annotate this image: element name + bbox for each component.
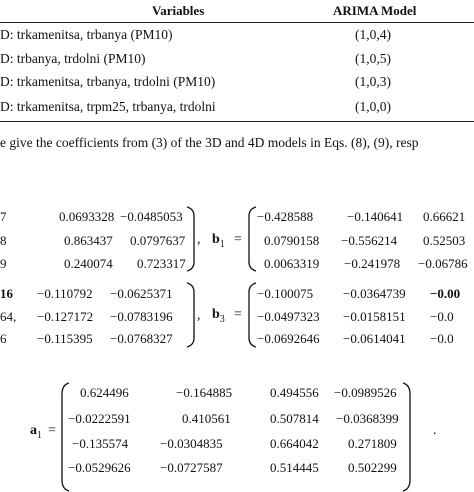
matrix-cell: −0.0 [430,331,454,346]
matrix-cell: −0.100075 [257,286,314,301]
equals-sign: = [234,232,242,247]
matrix-cell: 0.507814 [270,411,319,426]
matrix-cell: −0.0497323 [257,309,320,324]
table-row: D: trkamenitsa, trbanya, trdolni (PM10) … [0,74,474,98]
matrix-cell: −0.164885 [176,385,233,400]
body-paragraph: e give the coefficients from (3) of the … [0,135,419,150]
matrix-cell: 0.863437 [64,233,113,248]
equals-sign: = [48,423,56,438]
trailing-period: . [433,423,437,438]
table-cell-arima: (1,0,5) [355,51,391,66]
matrix-cell: −0.241978 [344,256,401,271]
right-bracket [186,206,195,272]
table-rule-bottom [0,121,474,122]
matrix-cell: −0.135574 [72,436,129,451]
matrix-cell: −0.0692646 [257,331,320,346]
matrix-cell: −0.0727587 [160,460,223,475]
matrix-cell: 0.514445 [270,460,319,475]
matrix-cell: 0.0797637 [130,233,186,248]
table-row: D: trbanya, trdolni (PM10) (1,0,5) [0,51,474,75]
matrix-cell: 0.410561 [182,411,231,426]
column-header-variables: Variables [152,3,205,18]
matrix-cell: −0.0625371 [110,286,173,301]
matrix-cell: −0.0158151 [343,309,406,324]
matrix-cell: −0.115395 [37,331,93,346]
table-cell-model: D: trbanya, trdolni (PM10) [0,51,146,66]
column-header-arima-model: ARIMA Model [333,3,417,18]
matrix-cell: 16 [0,286,13,301]
matrix-cell: 0.0693328 [59,209,115,224]
matrix-cell: 0.494556 [270,385,319,400]
matrix-label-b3: b3 [212,307,225,325]
matrix-label-a1: a1 [30,423,42,441]
matrix-cell: −0.110792 [37,286,93,301]
matrix-cell: 9 [0,256,7,271]
matrix-cell: −0.127172 [37,309,94,324]
matrix-cell: 6 [0,331,7,346]
matrix-cell: 0.723317 [137,256,186,271]
matrix-cell: −0.556214 [341,233,398,248]
right-bracket [402,382,411,492]
matrix-cell: −0.0989526 [334,385,397,400]
matrix-cell: −0.140641 [347,209,404,224]
matrix-cell: 64, [0,309,17,324]
matrix-cell: 0.271809 [348,436,397,451]
matrix-cell: 0.0790158 [264,233,320,248]
matrix-cell: −0.0485053 [120,209,183,224]
table-cell-arima: (1,0,3) [355,74,391,89]
table-row: D: trkamenitsa, trbanya (PM10) (1,0,4) [0,27,474,51]
matrix-cell: −0.0364739 [343,286,406,301]
matrix-label-b1: b1 [212,232,225,250]
matrix-cell: −0.0614041 [343,331,406,346]
matrix-cell: 0.502299 [348,460,397,475]
table-cell-model: D: trkamenitsa, trpm25, trbanya, trdolni [0,99,216,114]
left-bracket [248,206,257,272]
matrix-cell: −0.0 [430,309,454,324]
matrix-cell: −0.06786 [418,256,468,271]
separator-comma: , [197,308,201,323]
equals-sign: = [234,307,242,322]
table-row: D: trkamenitsa, trpm25, trbanya, trdolni… [0,99,474,123]
matrix-cell: −0.0783196 [110,309,173,324]
table-cell-arima: (1,0,0) [355,99,391,114]
matrix-cell: −0.0529626 [68,460,131,475]
right-bracket [186,282,195,348]
separator-comma: , [197,232,201,247]
table-cell-model: D: trkamenitsa, trbanya (PM10) [0,27,173,42]
table-cell-arima: (1,0,4) [355,27,391,42]
table-cell-model: D: trkamenitsa, trbanya, trdolni (PM10) [0,74,216,89]
matrix-cell: −0.0768327 [110,331,173,346]
matrix-cell: −0.0304835 [160,436,223,451]
matrix-cell: 0.52503 [423,233,466,248]
matrix-cell: −0.0368399 [336,411,399,426]
matrix-cell: 0.240074 [64,256,113,271]
matrix-cell: 8 [0,233,7,248]
matrix-cell: 7 [0,209,7,224]
matrix-cell: −0.0222591 [68,411,131,426]
matrix-cell: 0.0063319 [264,256,320,271]
matrix-cell: −0.00 [430,286,461,301]
left-bracket [248,282,257,348]
matrix-cell: 0.664042 [270,436,319,451]
matrix-cell: 0.66621 [423,209,466,224]
table-rule-top [0,22,474,23]
matrix-cell: 0.624496 [80,385,129,400]
matrix-cell: −0.428588 [257,209,314,224]
